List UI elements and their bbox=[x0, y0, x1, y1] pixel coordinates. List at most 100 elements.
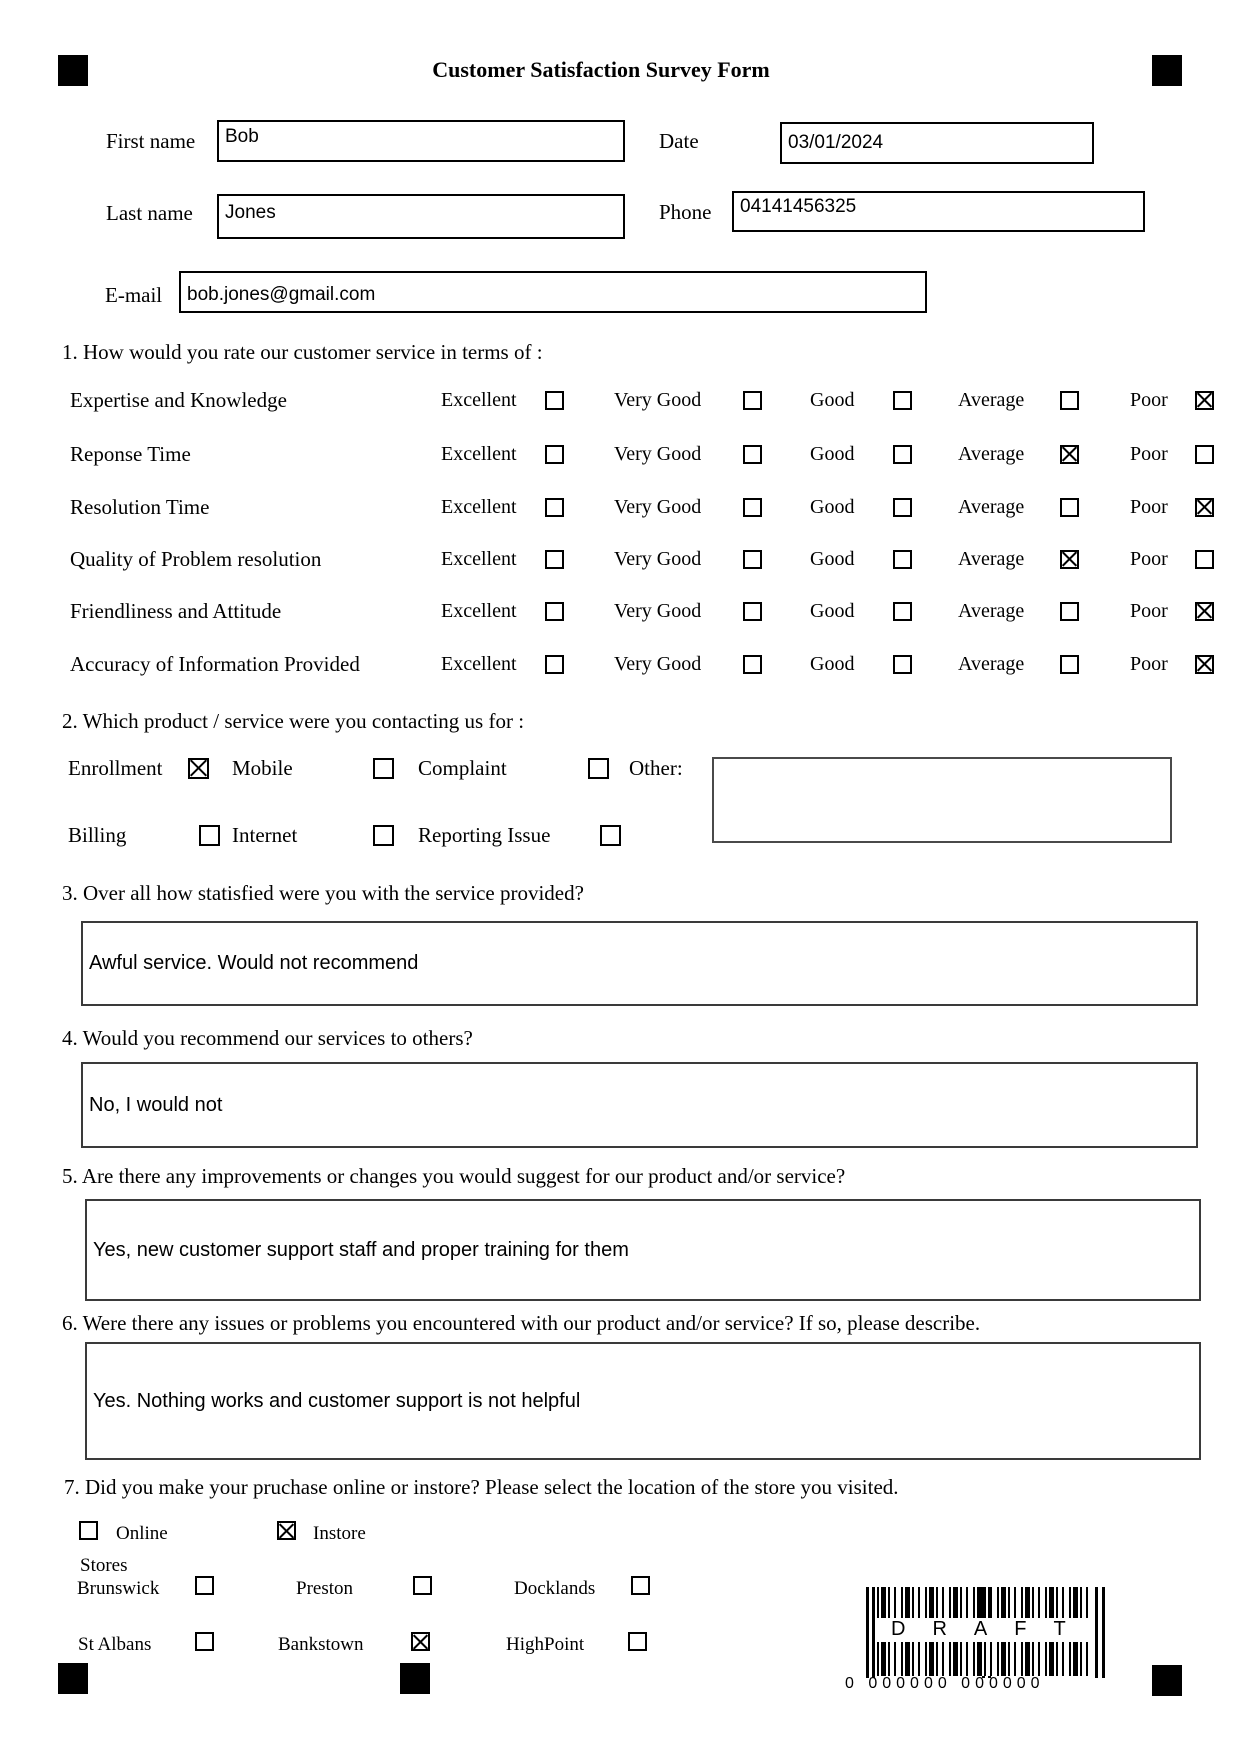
resolution-time-very-good-checkbox[interactable] bbox=[743, 497, 762, 517]
q1-row-friendliness: Friendliness and Attitude Excellent Very… bbox=[70, 599, 1230, 623]
preston-label: Preston bbox=[296, 1578, 353, 1599]
registration-mark-bottom-right bbox=[1152, 1665, 1182, 1696]
resolution-time-poor-checkbox[interactable] bbox=[1195, 497, 1214, 517]
complaint-checkbox[interactable] bbox=[588, 757, 609, 779]
friendliness-average-checkbox[interactable] bbox=[1060, 601, 1079, 621]
q4-heading: 4. Would you recommend our services to o… bbox=[62, 1026, 473, 1050]
option-good-label: Good bbox=[810, 495, 855, 518]
registration-mark-bottom-center bbox=[400, 1663, 430, 1694]
option-good-label: Good bbox=[810, 388, 855, 411]
resolution-time-excellent-checkbox[interactable] bbox=[545, 497, 564, 517]
quality-good-checkbox[interactable] bbox=[893, 549, 912, 569]
q5-heading: 5. Are there any improvements or changes… bbox=[62, 1164, 846, 1188]
q5-answer-box[interactable]: Yes, new customer support staff and prop… bbox=[85, 1199, 1201, 1301]
barcode-guard-bar bbox=[866, 1587, 869, 1678]
response-time-average-checkbox[interactable] bbox=[1060, 444, 1079, 464]
option-poor-label: Poor bbox=[1130, 599, 1168, 622]
form-title: Customer Satisfaction Survey Form bbox=[432, 57, 770, 82]
expertise-poor-checkbox[interactable] bbox=[1195, 390, 1214, 410]
online-label: Online bbox=[116, 1523, 168, 1544]
last-name-label: Last name bbox=[106, 201, 193, 225]
accuracy-excellent-checkbox[interactable] bbox=[545, 654, 564, 674]
barcode-guard-bar bbox=[1095, 1587, 1098, 1678]
enrollment-checkbox[interactable] bbox=[188, 757, 209, 779]
brunswick-checkbox[interactable] bbox=[195, 1576, 214, 1595]
quality-excellent-checkbox[interactable] bbox=[545, 549, 564, 569]
resolution-time-average-checkbox[interactable] bbox=[1060, 497, 1079, 517]
bankstown-checkbox[interactable] bbox=[411, 1632, 430, 1651]
last-name-value: Jones bbox=[225, 202, 276, 223]
st-albans-label: St Albans bbox=[78, 1634, 152, 1655]
q6-heading: 6. Were there any issues or problems you… bbox=[62, 1311, 981, 1335]
resolution-time-good-checkbox[interactable] bbox=[893, 497, 912, 517]
q1-row-label: Quality of Problem resolution bbox=[70, 546, 322, 571]
reporting-issue-checkbox[interactable] bbox=[600, 824, 621, 846]
option-very-good-label: Very Good bbox=[614, 495, 702, 518]
option-average-label: Average bbox=[958, 388, 1025, 411]
first-name-input[interactable]: Bob bbox=[217, 120, 625, 162]
q1-row-label: Resolution Time bbox=[70, 494, 210, 519]
highpoint-checkbox[interactable] bbox=[628, 1632, 647, 1651]
q1-row-label: Accuracy of Information Provided bbox=[70, 651, 360, 676]
accuracy-good-checkbox[interactable] bbox=[893, 654, 912, 674]
docklands-label: Docklands bbox=[514, 1578, 596, 1599]
q1-row-label: Reponse Time bbox=[70, 441, 191, 466]
barcode-bars-top bbox=[877, 1587, 1093, 1618]
option-average-label: Average bbox=[958, 652, 1025, 675]
mobile-checkbox[interactable] bbox=[373, 757, 394, 779]
q1-row-response-time: Reponse Time Excellent Very Good Good Av… bbox=[70, 442, 1230, 466]
instore-label: Instore bbox=[313, 1523, 366, 1544]
first-name-value: Bob bbox=[225, 126, 259, 147]
email-label: E-mail bbox=[105, 283, 163, 307]
registration-mark-top-right bbox=[1152, 55, 1182, 86]
accuracy-average-checkbox[interactable] bbox=[1060, 654, 1079, 674]
expertise-average-checkbox[interactable] bbox=[1060, 390, 1079, 410]
q6-answer-text: Yes. Nothing works and customer support … bbox=[93, 1389, 581, 1412]
instore-checkbox[interactable] bbox=[277, 1521, 296, 1540]
billing-checkbox[interactable] bbox=[199, 824, 220, 846]
st-albans-checkbox[interactable] bbox=[195, 1632, 214, 1651]
q4-answer-text: No, I would not bbox=[89, 1093, 223, 1116]
quality-very-good-checkbox[interactable] bbox=[743, 549, 762, 569]
friendliness-poor-checkbox[interactable] bbox=[1195, 601, 1214, 621]
accuracy-poor-checkbox[interactable] bbox=[1195, 654, 1214, 674]
friendliness-very-good-checkbox[interactable] bbox=[743, 601, 762, 621]
expertise-very-good-checkbox[interactable] bbox=[743, 390, 762, 410]
accuracy-very-good-checkbox[interactable] bbox=[743, 654, 762, 674]
response-time-poor-checkbox[interactable] bbox=[1195, 444, 1214, 464]
friendliness-good-checkbox[interactable] bbox=[893, 601, 912, 621]
option-good-label: Good bbox=[810, 442, 855, 465]
preston-checkbox[interactable] bbox=[413, 1576, 432, 1595]
response-time-excellent-checkbox[interactable] bbox=[545, 444, 564, 464]
q4-answer-box[interactable]: No, I would not bbox=[81, 1062, 1198, 1148]
expertise-good-checkbox[interactable] bbox=[893, 390, 912, 410]
response-time-good-checkbox[interactable] bbox=[893, 444, 912, 464]
date-label: Date bbox=[659, 129, 699, 153]
quality-average-checkbox[interactable] bbox=[1060, 549, 1079, 569]
phone-input[interactable]: 04141456325 bbox=[732, 191, 1145, 232]
q2-heading: 2. Which product / service were you cont… bbox=[62, 709, 525, 733]
online-checkbox[interactable] bbox=[79, 1521, 98, 1540]
email-input[interactable]: bob.jones@gmail.com bbox=[179, 271, 927, 313]
internet-checkbox[interactable] bbox=[373, 824, 394, 846]
docklands-checkbox[interactable] bbox=[631, 1576, 650, 1595]
response-time-very-good-checkbox[interactable] bbox=[743, 444, 762, 464]
q6-answer-box[interactable]: Yes. Nothing works and customer support … bbox=[85, 1342, 1201, 1460]
date-input[interactable]: 03/01/2024 bbox=[780, 122, 1094, 164]
expertise-excellent-checkbox[interactable] bbox=[545, 390, 564, 410]
phone-label: Phone bbox=[659, 200, 712, 224]
last-name-input[interactable]: Jones bbox=[217, 194, 625, 239]
q3-answer-box[interactable]: Awful service. Would not recommend bbox=[81, 921, 1198, 1006]
other-label: Other: bbox=[629, 755, 683, 780]
registration-mark-top-left bbox=[58, 55, 88, 86]
friendliness-excellent-checkbox[interactable] bbox=[545, 601, 564, 621]
option-excellent-label: Excellent bbox=[441, 495, 517, 518]
barcode-guard-bar bbox=[1102, 1587, 1105, 1678]
quality-poor-checkbox[interactable] bbox=[1195, 549, 1214, 569]
option-excellent-label: Excellent bbox=[441, 388, 517, 411]
first-name-label: First name bbox=[106, 129, 196, 153]
other-input[interactable] bbox=[712, 757, 1172, 843]
barcode-bars-bottom bbox=[877, 1642, 1093, 1676]
q7-channel-row: Online Instore bbox=[0, 1521, 1240, 1547]
barcode-guard-bar bbox=[872, 1587, 875, 1678]
